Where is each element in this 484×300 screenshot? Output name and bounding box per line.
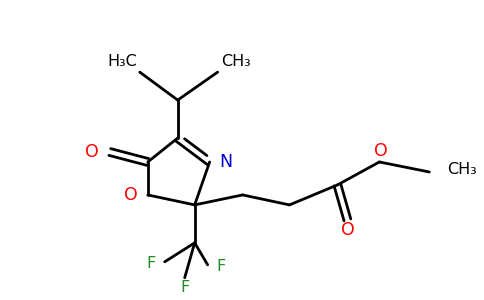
- Text: F: F: [217, 259, 226, 274]
- Text: O: O: [124, 186, 138, 204]
- Text: O: O: [341, 221, 354, 239]
- Text: F: F: [147, 256, 156, 271]
- Text: O: O: [85, 143, 99, 161]
- Text: F: F: [180, 280, 189, 295]
- Text: CH₃: CH₃: [221, 54, 250, 69]
- Text: H₃C: H₃C: [107, 54, 137, 69]
- Text: N: N: [220, 153, 233, 171]
- Text: CH₃: CH₃: [447, 163, 477, 178]
- Text: O: O: [375, 142, 388, 160]
